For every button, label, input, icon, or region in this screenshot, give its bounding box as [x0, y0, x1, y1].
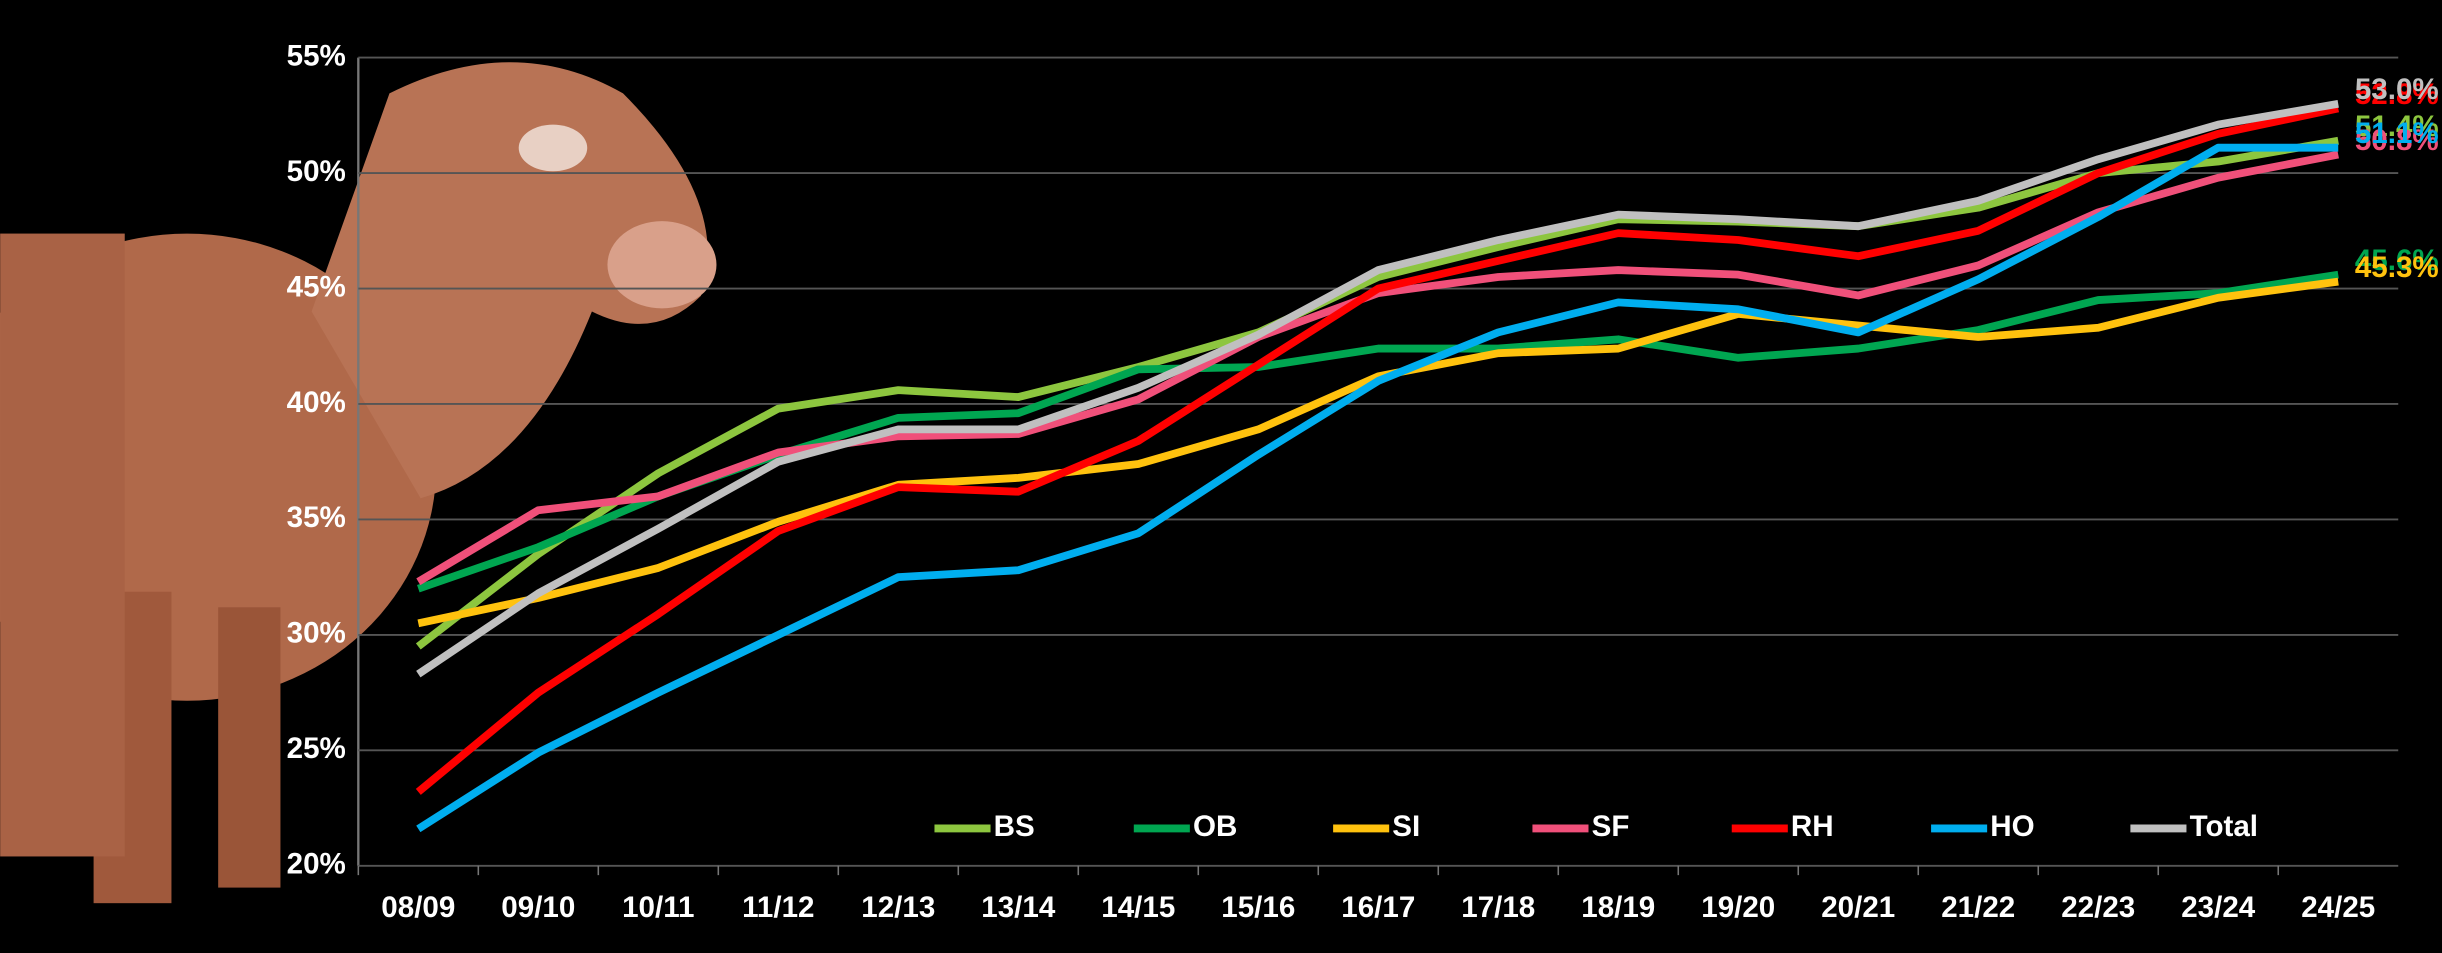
series-line: [416, 99, 2339, 678]
series-line: [415, 136, 2339, 650]
data-label: 50.8%: [2355, 124, 2439, 157]
legend-label: RH: [1791, 810, 1834, 843]
x-tick-label: 13/14: [981, 891, 1056, 924]
y-tick-label: 45%: [287, 270, 346, 303]
x-tick-label: 15/16: [1221, 891, 1295, 924]
data-label: 45.6%: [2355, 244, 2439, 277]
series-line: [415, 104, 2340, 795]
x-tick-label: 11/12: [742, 891, 814, 924]
series-line: [417, 270, 2339, 593]
plot-area: 20% 25% 30% 35% 40% 45% 50% 55% 08/09 09/10 10/11 1…: [287, 39, 2439, 924]
legend-label: SI: [1392, 810, 1420, 843]
y-tick-label: 30%: [287, 617, 346, 650]
data-label: 52.8%: [2355, 78, 2439, 111]
legend-label: Total: [2190, 810, 2258, 843]
y-tick-label: 20%: [287, 848, 346, 881]
y-tick-label: 40%: [287, 386, 346, 419]
data-label: 51.1%: [2355, 117, 2439, 150]
y-tick-label: 35%: [287, 501, 346, 534]
data-label: 53.0%: [2355, 73, 2439, 106]
x-tick-label: 22/23: [2061, 891, 2135, 924]
x-tick-label: 10/11: [622, 891, 694, 924]
y-tick-label: 50%: [287, 155, 346, 188]
x-tick-label: 09/10: [501, 891, 575, 924]
series-line: [416, 150, 2339, 586]
legend-label: SF: [1592, 810, 1630, 843]
x-tick-label: 20/21: [1821, 891, 1895, 924]
x-tick-label: 17/18: [1461, 891, 1535, 924]
x-tick-label: 21/22: [1941, 891, 2015, 924]
x-tick-label: 16/17: [1341, 891, 1415, 924]
legend-label: OB: [1193, 810, 1237, 843]
x-tick-label: 14/15: [1101, 891, 1175, 924]
series-line: [416, 143, 2339, 833]
data-label: 51.4%: [2355, 110, 2439, 143]
x-tick-label: 18/19: [1581, 891, 1655, 924]
cow-illustration: [0, 62, 717, 904]
data-label: 45.3%: [2355, 251, 2439, 284]
x-tick-label: 12/13: [861, 891, 935, 924]
series-line: [417, 277, 2339, 628]
legend-label: BS: [994, 810, 1035, 843]
legend-label: HO: [1990, 810, 2034, 843]
x-tick-label: 19/20: [1701, 891, 1775, 924]
x-tick-label: 23/24: [2181, 891, 2256, 924]
x-tick-label: 08/09: [381, 891, 455, 924]
x-tick-label: 24/25: [2301, 891, 2375, 924]
y-tick-label: 25%: [287, 732, 346, 765]
y-tick-label: 55%: [287, 39, 346, 72]
